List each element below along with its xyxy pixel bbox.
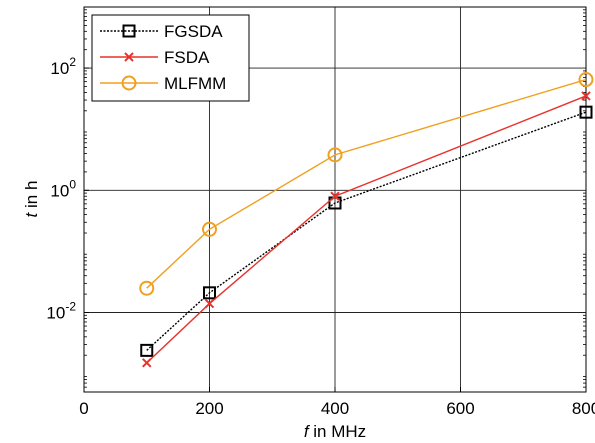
x-tick-label: 0 [79,399,88,418]
x-tick-label: 800 [572,399,595,418]
legend-box [91,14,250,102]
series-line-fgsda [146,111,587,351]
series-line-mlfmm [146,78,587,289]
data-point-fgsda [203,286,216,300]
y-tick-label: 100 [50,177,76,200]
data-point-mlfmm [327,147,343,163]
x-tick-label: 600 [446,399,474,418]
data-point-mlfmm [578,72,594,88]
data-point-fgsda [579,105,593,119]
y-tick-label: 10-2 [46,300,76,323]
legend-marker-fsda [124,52,134,62]
y-tick-label: 102 [50,55,76,78]
x-tick-label: 200 [195,399,223,418]
ticks-layer: 0 200 400 600 800 10-2 100 102 [46,9,595,418]
x-tick-label: 400 [321,399,349,418]
legend: FGSDA FSDA MLFMM [91,14,250,102]
legend-marker-mlfmm [121,75,137,91]
data-point-fsda [204,298,215,309]
data-point-fsda [330,191,340,201]
series-layer [139,72,594,368]
legend-label-fsda: FSDA [164,48,210,67]
y-axis-label: t in h [22,181,41,218]
data-point-fgsda [140,343,154,357]
legend-marker-fgsda [122,24,136,38]
data-point-fsda [142,358,152,368]
legend-label-mlfmm: MLFMM [164,74,226,93]
data-point-mlfmm [139,280,155,296]
legend-label-fgsda: FGSDA [164,22,223,41]
x-axis-label: f in MHz [304,422,366,441]
data-point-mlfmm [202,221,217,237]
series-line-fsda [146,95,587,364]
data-point-fsda [581,91,591,101]
